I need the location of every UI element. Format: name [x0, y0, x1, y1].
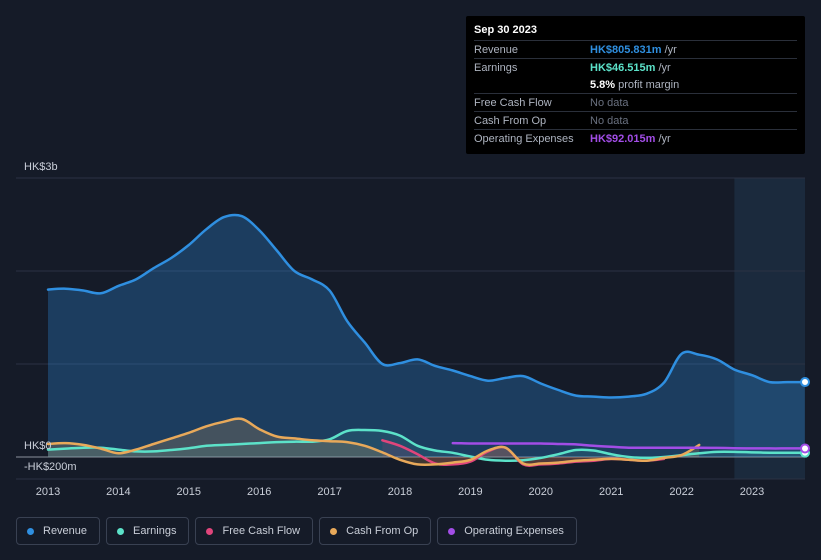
tooltip-row: Earnings HK$46.515m/yr [474, 58, 797, 76]
legend-item-revenue[interactable]: Revenue [16, 517, 101, 545]
tooltip-row: Cash From Op No data [474, 111, 797, 129]
x-tick-label: 2016 [247, 486, 271, 498]
series-lines [46, 213, 807, 467]
legend-label: Free Cash Flow [222, 525, 301, 537]
legend-dot-icon [206, 527, 214, 535]
legend-label: Earnings [133, 525, 177, 537]
future-period-shade [734, 178, 805, 479]
x-tick-label: 2017 [317, 486, 341, 498]
tooltip-row-value: HK$805.831m [590, 43, 662, 56]
x-tick-label: 2022 [669, 486, 693, 498]
tooltip-row: 5.8% profit margin [474, 76, 797, 93]
series-end-dots [800, 377, 810, 458]
y-label-top: HK$3b [24, 161, 58, 173]
legend-item-cash-from-op[interactable]: Cash From Op [319, 517, 432, 545]
tooltip-row-label: Revenue [474, 43, 519, 56]
tooltip-row-label: Earnings [474, 61, 518, 74]
legend-item-operating-expenses[interactable]: Operating Expenses [437, 517, 577, 545]
legend-item-earnings[interactable]: Earnings [106, 517, 190, 545]
legend-dot-icon [448, 527, 456, 535]
tooltip-row-unit: /yr [658, 132, 671, 145]
operating-expenses-line [451, 441, 807, 450]
legend-item-free-cash-flow[interactable]: Free Cash Flow [195, 517, 314, 545]
tooltip-row-label: Cash From Op [474, 114, 547, 127]
tooltip-row-label: Operating Expenses [474, 132, 574, 145]
operating-expenses-end-dot [800, 443, 810, 454]
x-tick-label: 2020 [529, 486, 553, 498]
x-tick-label: 2021 [599, 486, 623, 498]
legend-dot-icon [27, 527, 34, 535]
x-tick-label: 2019 [458, 486, 482, 498]
tooltip-row-value: HK$92.015m [590, 132, 656, 145]
tooltip-row-value: 5.8% [590, 78, 616, 91]
tooltip-row-value: No data [590, 114, 629, 127]
legend-label: Cash From Op [346, 525, 419, 537]
x-tick-label: 2018 [388, 486, 412, 498]
tooltip-rows: Revenue HK$805.831m/yr Earnings HK$46.515m /… [474, 40, 797, 147]
earnings-area [48, 429, 805, 461]
series-areas [48, 214, 805, 466]
tooltip-row-unit: /yr [664, 43, 677, 56]
x-tick-label: 2023 [740, 486, 764, 498]
legend-label: Operating Expenses [464, 525, 564, 537]
x-tick-label: 2014 [106, 486, 130, 498]
tooltip-row: Revenue HK$805.831m/yr [474, 40, 797, 58]
legend-label: Revenue [43, 525, 88, 537]
x-tick-label: 2015 [177, 486, 201, 498]
revenue-area [48, 214, 805, 457]
y-label-zero: HK$0 [24, 440, 52, 452]
tooltip-row-value: No data [590, 96, 629, 109]
y-label-bottom: -HK$200m [24, 461, 77, 473]
tooltip-row-value: HK$46.515m [590, 61, 656, 74]
tooltip-row-label: Free Cash Flow [474, 96, 552, 109]
tooltip-row: Operating Expenses HK$92.015m/yr [474, 129, 797, 147]
tooltip-row-unit: /yr [658, 61, 671, 74]
cash-from-op-area [48, 418, 700, 465]
tooltip-date: Sep 30 2023 [474, 24, 537, 36]
revenue-line [46, 213, 807, 399]
chart-legend: Revenue Earnings Free Cash Flow Cash From O… [16, 517, 577, 545]
tooltip-row-unit: profit margin [618, 78, 680, 91]
x-tick-label: 2013 [36, 486, 60, 498]
x-axis-labels: 2013 2014 2015 2016 2017 2018 2019 2020 2021 2022… [36, 486, 764, 498]
legend-dot-icon [330, 527, 338, 535]
tooltip-panel: Sep 30 2023 Revenue HK$805.831m/yr Earning… [466, 16, 805, 154]
cash-from-op-line [46, 417, 701, 467]
revenue-end-dot [800, 377, 810, 388]
legend-dot-icon [117, 527, 125, 535]
tooltip-row: Free Cash Flow No data [474, 93, 797, 111]
